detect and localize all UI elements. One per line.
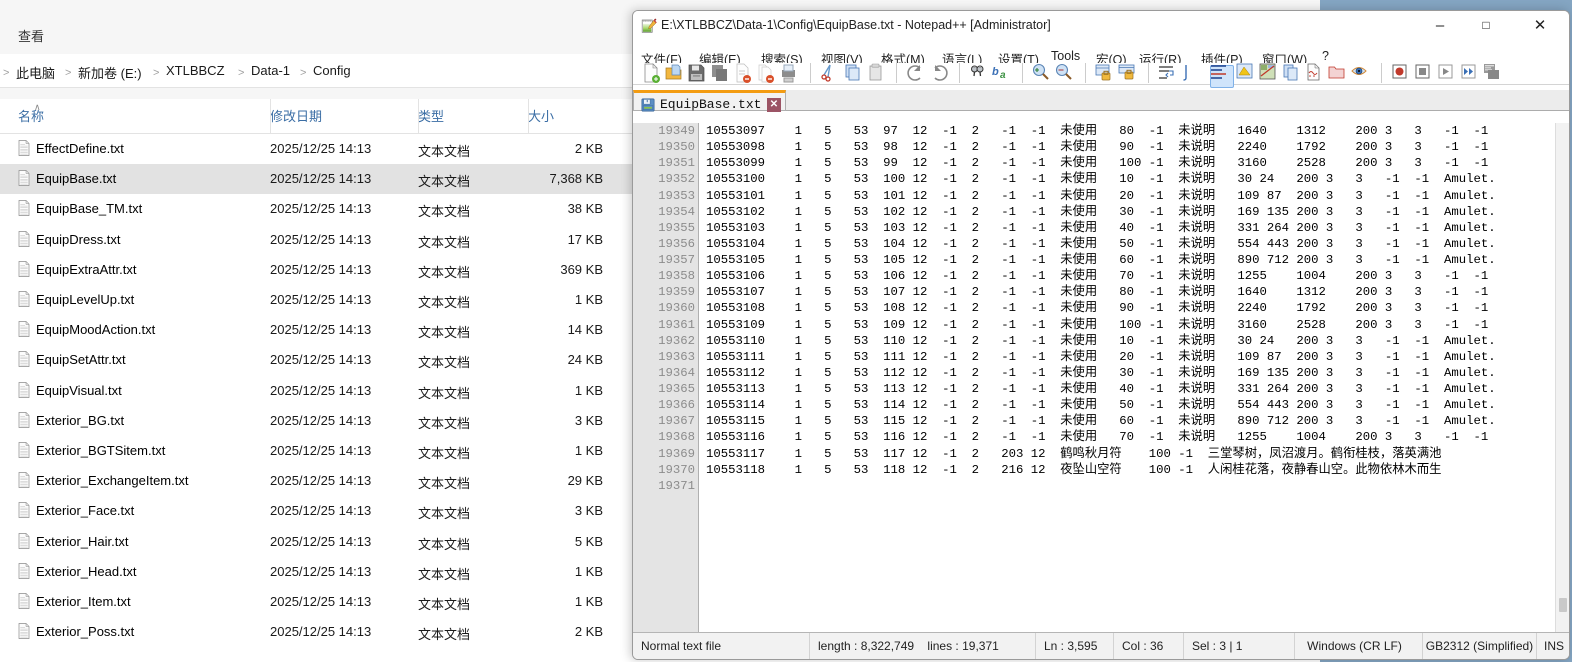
svg-text:b: b <box>992 66 999 78</box>
svg-text:a: a <box>1000 70 1006 81</box>
